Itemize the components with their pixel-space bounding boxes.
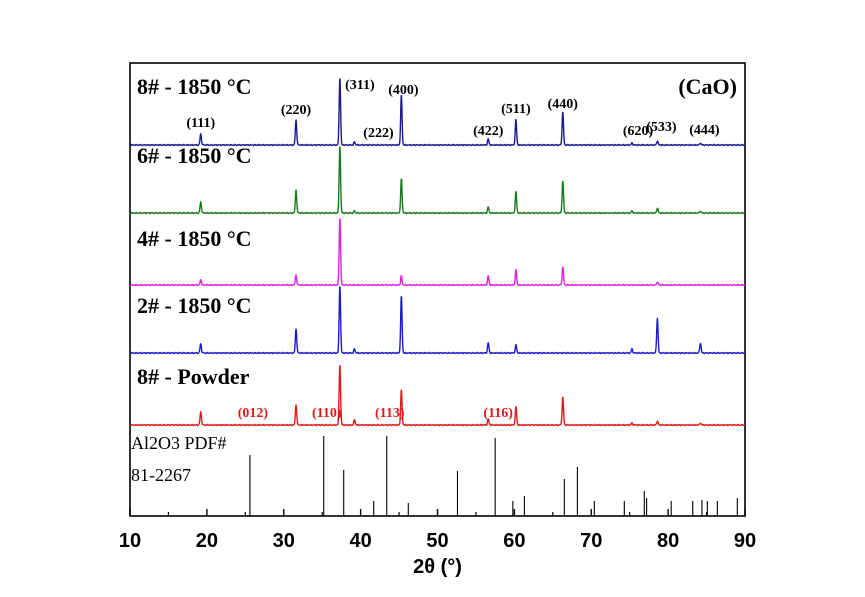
series-line-1 xyxy=(129,78,746,147)
al2o3-miller-index: (110) xyxy=(312,406,342,421)
x-tick-label: 20 xyxy=(196,530,218,552)
series-label-2: 6# - 1850 °C xyxy=(137,143,252,168)
cao-miller-index: (311) xyxy=(345,78,375,93)
series-line-2 xyxy=(129,146,746,215)
cao-miller-index: (220) xyxy=(281,103,312,118)
cao-miller-index: (533) xyxy=(646,120,677,135)
series-line-3 xyxy=(129,218,746,287)
al2o3-miller-index: (113) xyxy=(375,406,405,421)
x-axis-label: 2θ (°) xyxy=(413,556,462,578)
series-label-5: 8# - Powder xyxy=(137,364,250,389)
series-line-4 xyxy=(129,286,746,355)
cao-miller-index: (444) xyxy=(689,123,720,138)
x-tick-label: 30 xyxy=(273,530,295,552)
cao-miller-index: (111) xyxy=(186,116,215,131)
cao-miller-index: (422) xyxy=(473,124,504,139)
cao-miller-index: (400) xyxy=(388,83,419,98)
x-tick-label: 80 xyxy=(657,530,679,552)
al2o3-miller-index: (116) xyxy=(483,406,513,421)
x-tick-label: 70 xyxy=(580,530,602,552)
series-label-3: 4# - 1850 °C xyxy=(137,226,252,251)
cao-phase-label: (CaO) xyxy=(678,74,737,99)
al2o3-miller-index: (012) xyxy=(238,406,269,421)
x-tick-label: 90 xyxy=(734,530,756,552)
cao-miller-index: (440) xyxy=(548,97,579,112)
series-label-4: 2# - 1850 °C xyxy=(137,293,252,318)
x-tick-label: 50 xyxy=(426,530,448,552)
x-tick-label: 10 xyxy=(119,530,141,552)
cao-miller-index: (222) xyxy=(363,126,394,141)
x-tick-label: 40 xyxy=(350,530,372,552)
x-tick-label: 60 xyxy=(503,530,525,552)
cao-miller-index: (620) xyxy=(623,124,654,139)
cao-miller-index: (511) xyxy=(501,102,531,117)
series-line-5 xyxy=(129,365,746,427)
series-label-1: 8# - 1850 °C xyxy=(137,74,252,99)
reference-label-line2: 81-2267 xyxy=(131,465,191,485)
reference-label-line1: Al2O3 PDF# xyxy=(131,433,227,453)
